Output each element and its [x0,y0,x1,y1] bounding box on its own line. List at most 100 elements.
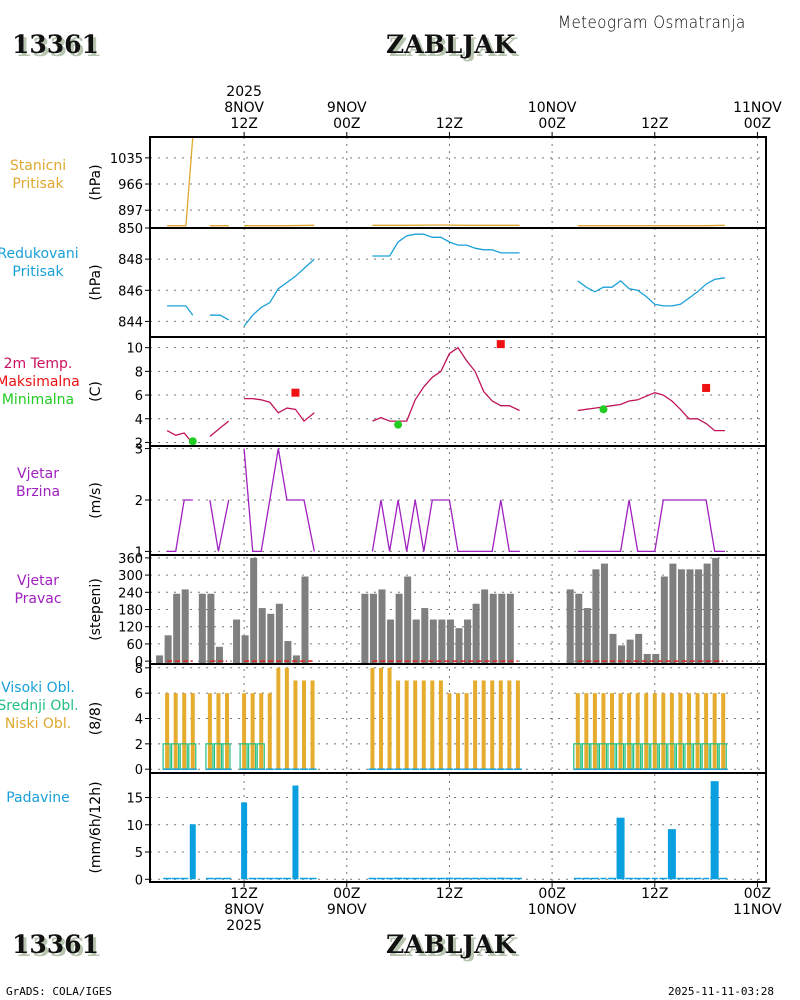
panel-title: Visoki Obl. [1,680,75,696]
precip-bar [300,877,308,880]
panel-title: Pravac [14,591,61,607]
precip-bar [402,877,411,880]
top-time-label: 9NOV [327,100,367,116]
low-cloud-bar [310,680,315,770]
wind-direction-bar [592,569,600,664]
y-tick-label: 897 [118,204,143,219]
wind-direction-bar [207,593,215,664]
precip-bar [710,781,719,880]
wind-direction-bar [284,641,292,664]
wind-direction-bar [677,569,685,664]
wind-direction-bar [292,655,300,664]
wind-direction-bar [173,593,181,664]
series-line [577,499,725,553]
credit-label: GrADS: COLA/IGES [6,985,112,998]
wind-direction-bar [301,576,309,664]
series-line [243,448,315,553]
y-tick-label: 4 [135,713,143,728]
series-line [243,258,315,327]
min-temp-marker [188,437,197,446]
station-id-top: 13361 [12,30,99,59]
precip-bar [436,877,445,880]
low-cloud-bar [678,693,683,770]
low-cloud-bar [644,693,649,770]
wind-direction-bar [412,619,420,664]
panel-title: Stanicni [10,158,66,174]
wind-direction-bar [438,619,446,664]
precip-bar [282,877,291,880]
precip-bar [189,824,196,880]
precip-bar [496,877,505,880]
max-temp-marker [291,388,300,397]
y-tick-label: 0 [135,655,143,670]
bottom-time-label: 12Z [230,886,257,902]
y-tick-label: 360 [118,552,143,567]
wind-direction-bar [215,646,223,664]
y-tick-label: 966 [118,178,143,193]
y-tick-label: 2 [135,738,143,753]
top-time-label: 12Z [230,116,257,132]
y-tick-label: 60 [126,638,143,653]
bottom-time-label: 11NOV [733,902,782,918]
low-cloud-bar [421,680,426,770]
y-tick-label: 846 [118,284,143,299]
y-tick-label: 844 [118,315,143,330]
station-name-top: ZABLJAK [386,30,516,59]
precip-bar [471,877,480,880]
low-cloud-bar [370,667,375,770]
precip-bar [608,877,616,880]
series-line [209,314,230,321]
top-time-label: 10NOV [528,100,577,116]
precip-bar [454,877,462,880]
y-tick-label: 10 [126,819,143,834]
series-line [577,277,726,307]
wind-direction-bar [361,593,369,664]
precip-bar [205,877,214,880]
wind-direction-bar [652,653,660,664]
low-cloud-bar [507,680,512,770]
wind-direction-bar [703,563,711,664]
series-line [167,136,194,227]
low-cloud-bar [473,680,478,770]
wind-direction-bar [618,645,626,664]
panel-title: Niski Obl. [5,716,71,732]
low-cloud-bar [267,693,272,770]
series-line [209,499,230,552]
panel-title: Redukovani [0,246,79,262]
wind-direction-bar [669,563,677,664]
y-tick-label: 850 [118,222,143,237]
y-tick-label: 0 [135,873,143,888]
bottom-time-label: 00Z [333,886,360,902]
panel-station-pressure: 897 966 1035 (hPa) Stanicni Pritisak [10,136,767,229]
wind-direction-bar [395,593,403,664]
precip-bar [685,877,693,880]
low-cloud-bar [712,693,717,770]
panel-temperature: 2 4 6 8 10 (C) 2m Temp. Maksimalna Minimalna [0,336,767,451]
low-cloud-bar [413,680,418,770]
wind-direction-bar [233,619,241,664]
low-cloud-bar [276,667,281,770]
series-line [371,499,520,553]
precip-bar [488,877,497,880]
low-cloud-bar [250,693,255,770]
top-time-label: 00Z [333,116,360,132]
low-cloud-bar [396,680,401,770]
low-cloud-bar [447,693,452,770]
bottom-time-label: 00Z [538,886,565,902]
product-title: Meteogram Osmatranja [558,12,746,33]
precip-bar [479,877,488,880]
precip-bar [419,877,428,880]
bottom-time-label: 8NOV [224,902,264,918]
series-line [372,346,520,422]
precip-bar [642,877,651,880]
precip-bar [573,877,582,880]
wind-direction-bar [583,608,591,664]
wind-direction-bar [635,633,643,664]
precip-bar [308,877,317,880]
wind-direction-bar [198,593,206,664]
wind-direction-bar [275,603,283,664]
max-temp-marker [496,340,505,349]
low-cloud-bar [242,693,247,770]
panel-wind-direction: 0 60 120 180 240 300 360 (stepeni) Vjetar Pravac [14,552,767,670]
